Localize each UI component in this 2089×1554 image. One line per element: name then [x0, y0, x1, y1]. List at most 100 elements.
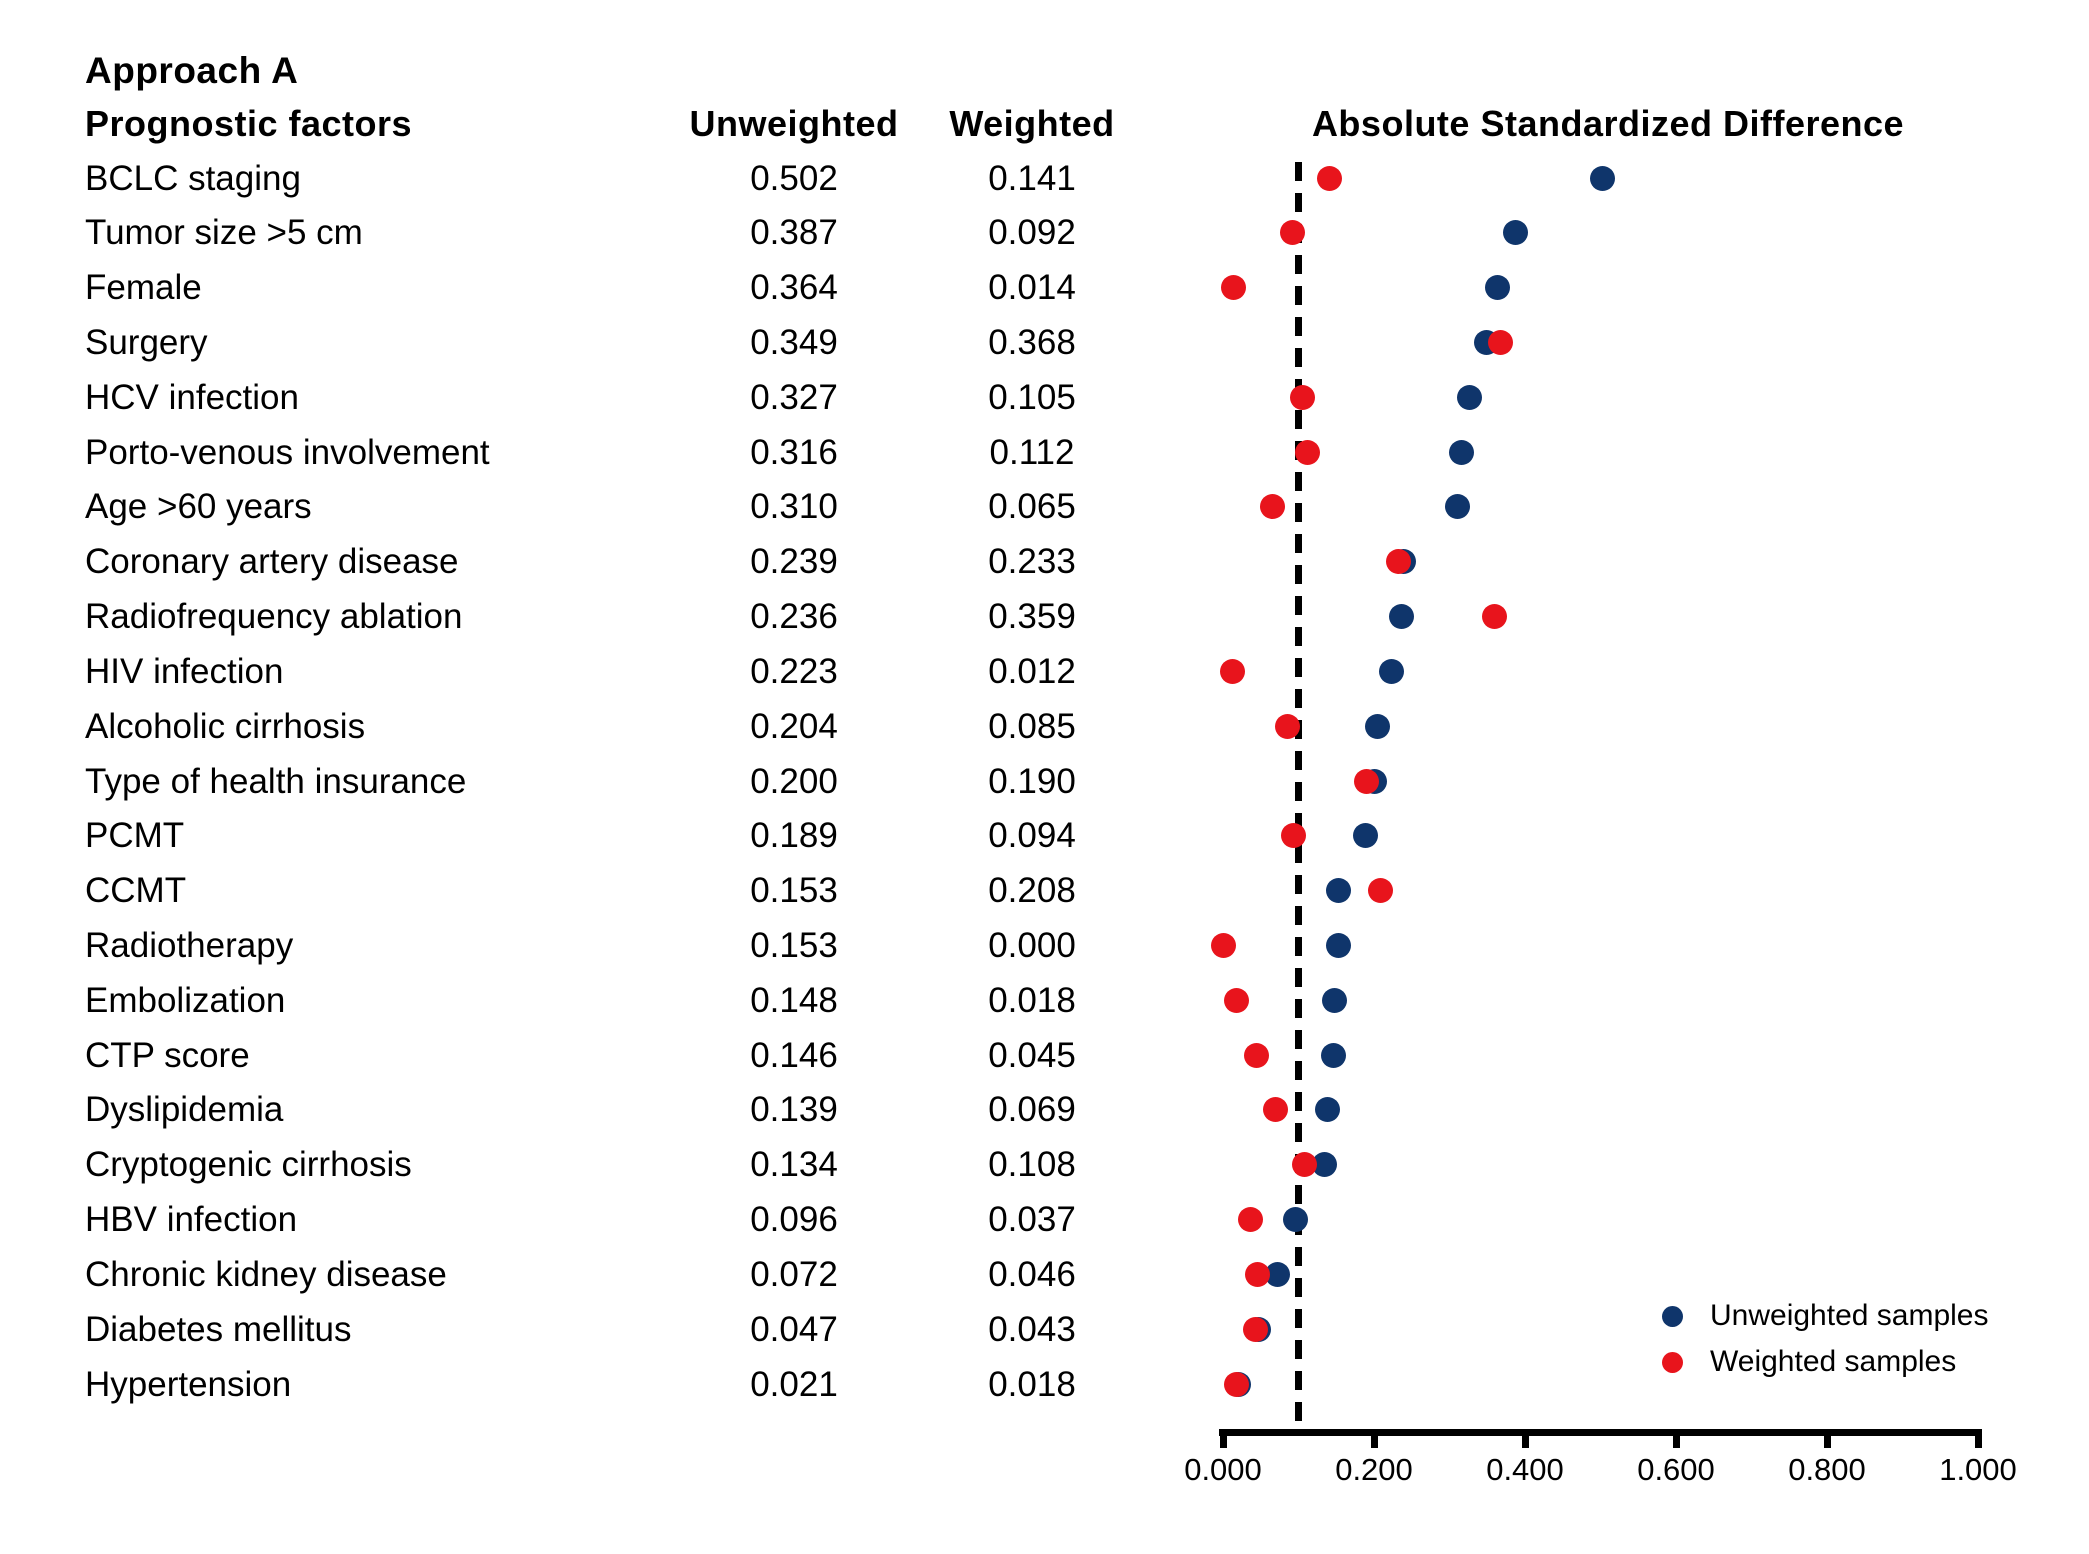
table-row: Surgery 0.349 0.368 [0, 315, 1220, 370]
unweighted-dot [1353, 823, 1379, 849]
table-row: BCLC staging 0.502 0.141 [0, 151, 1220, 206]
unweighted-value: 0.364 [750, 268, 838, 308]
table-row: Age >60 years 0.310 0.065 [0, 479, 1220, 534]
factor-label: PCMT [85, 816, 185, 856]
reference-line [1295, 162, 1302, 1432]
factor-label: Alcoholic cirrhosis [85, 706, 366, 746]
table-row: Tumor size >5 cm 0.387 0.092 [0, 205, 1220, 260]
weighted-value: 0.065 [988, 487, 1076, 527]
weighted-value: 0.018 [988, 1364, 1076, 1404]
weighted-value: 0.112 [989, 432, 1075, 472]
factor-label: Embolization [85, 980, 286, 1020]
factor-label: Cryptogenic cirrhosis [85, 1145, 412, 1185]
weighted-value: 0.108 [988, 1145, 1076, 1185]
axis-tick-label: 1.000 [1939, 1452, 2017, 1487]
weighted-dot [1210, 932, 1236, 958]
weighted-dot [1245, 1261, 1271, 1287]
axis-tick [1823, 1432, 1831, 1448]
legend: Unweighted samples Weighted samples [1662, 1293, 1988, 1385]
table-row: Diabetes mellitus 0.047 0.043 [0, 1302, 1220, 1357]
weighted-dot [1224, 1371, 1250, 1397]
table-row: Cryptogenic cirrhosis 0.134 0.108 [0, 1137, 1220, 1192]
weighted-dot [1488, 329, 1514, 355]
unweighted-dot [1378, 658, 1404, 684]
weighted-value: 0.092 [988, 213, 1076, 253]
table-row: Chronic kidney disease 0.072 0.046 [0, 1247, 1220, 1302]
weighted-value: 0.012 [988, 651, 1076, 691]
legend-label-unweighted: Unweighted samples [1710, 1299, 1989, 1332]
table-row: Embolization 0.148 0.018 [0, 973, 1220, 1028]
axis-tick [1370, 1432, 1378, 1448]
unweighted-value: 0.153 [750, 871, 838, 911]
axis-tick [1219, 1432, 1227, 1448]
axis-tick-label: 0.200 [1335, 1452, 1413, 1487]
weighted-dot [1238, 1207, 1264, 1233]
factor-label: Age >60 years [85, 487, 312, 527]
weighted-dot [1244, 1042, 1270, 1068]
unweighted-legend-dot-icon [1662, 1305, 1683, 1327]
factor-label: Tumor size >5 cm [85, 213, 363, 253]
column-header-unweighted: Unweighted [689, 103, 899, 144]
unweighted-dot [1457, 384, 1483, 410]
weighted-dot [1281, 823, 1307, 849]
unweighted-dot [1485, 275, 1511, 301]
unweighted-value: 0.200 [750, 761, 838, 801]
weighted-dot [1242, 1316, 1268, 1342]
factor-label: CTP score [85, 1035, 250, 1075]
table-row: Porto-venous involvement 0.316 0.112 [0, 425, 1220, 480]
factor-label: Porto-venous involvement [85, 432, 490, 472]
unweighted-dot [1449, 439, 1475, 465]
chart-title: Absolute Standardized Difference [1311, 103, 1905, 144]
factor-label: Hypertension [85, 1364, 292, 1404]
column-header-weighted: Weighted [949, 103, 1115, 144]
unweighted-value: 0.387 [750, 213, 838, 253]
unweighted-value: 0.236 [750, 597, 838, 637]
axis-tick-label: 0.800 [1788, 1452, 1866, 1487]
factor-label: HBV infection [85, 1200, 298, 1240]
column-header-prognostic-factors: Prognostic factors [85, 103, 413, 144]
table-row: Alcoholic cirrhosis 0.204 0.085 [0, 699, 1220, 754]
unweighted-value: 0.072 [750, 1254, 838, 1294]
unweighted-value: 0.153 [750, 925, 838, 965]
weighted-legend-dot-icon [1662, 1351, 1683, 1373]
unweighted-value: 0.316 [750, 432, 838, 472]
weighted-value: 0.094 [988, 816, 1076, 856]
weighted-dot [1481, 604, 1507, 630]
factor-label: Type of health insurance [85, 761, 467, 801]
unweighted-dot [1444, 494, 1470, 520]
factor-label: Female [85, 268, 202, 308]
table-row: HCV infection 0.327 0.105 [0, 370, 1220, 425]
table-row: CCMT 0.153 0.208 [0, 863, 1220, 918]
weighted-dot [1262, 1097, 1288, 1123]
unweighted-dot [1364, 713, 1390, 739]
axis-tick [1974, 1432, 1982, 1448]
unweighted-value: 0.204 [750, 706, 838, 746]
weighted-value: 0.018 [988, 980, 1076, 1020]
x-axis-line [1219, 1429, 1982, 1436]
unweighted-value: 0.310 [750, 487, 838, 527]
unweighted-value: 0.223 [750, 651, 838, 691]
factor-label: Coronary artery disease [85, 542, 459, 582]
unweighted-dot [1502, 220, 1528, 246]
unweighted-value: 0.139 [750, 1090, 838, 1130]
legend-item-unweighted: Unweighted samples [1662, 1293, 1988, 1339]
unweighted-value: 0.021 [750, 1364, 838, 1404]
table-row: CTP score 0.146 0.045 [0, 1028, 1220, 1083]
unweighted-value: 0.189 [750, 816, 838, 856]
weighted-value: 0.045 [988, 1035, 1076, 1075]
weighted-dot [1367, 878, 1393, 904]
weighted-value: 0.368 [988, 322, 1076, 362]
unweighted-dot [1388, 604, 1414, 630]
table-row: HBV infection 0.096 0.037 [0, 1192, 1220, 1247]
unweighted-value: 0.502 [750, 158, 838, 198]
weighted-dot [1289, 384, 1315, 410]
unweighted-dot [1326, 878, 1351, 904]
unweighted-value: 0.239 [750, 542, 838, 582]
dot-plot-area [1210, 150, 1978, 1432]
weighted-dot [1259, 494, 1285, 520]
legend-item-weighted: Weighted samples [1662, 1339, 1988, 1385]
table-row: Hypertension 0.021 0.018 [0, 1357, 1220, 1412]
factor-label: HIV infection [85, 651, 284, 691]
weighted-dot [1353, 768, 1379, 794]
weighted-dot [1316, 165, 1342, 191]
